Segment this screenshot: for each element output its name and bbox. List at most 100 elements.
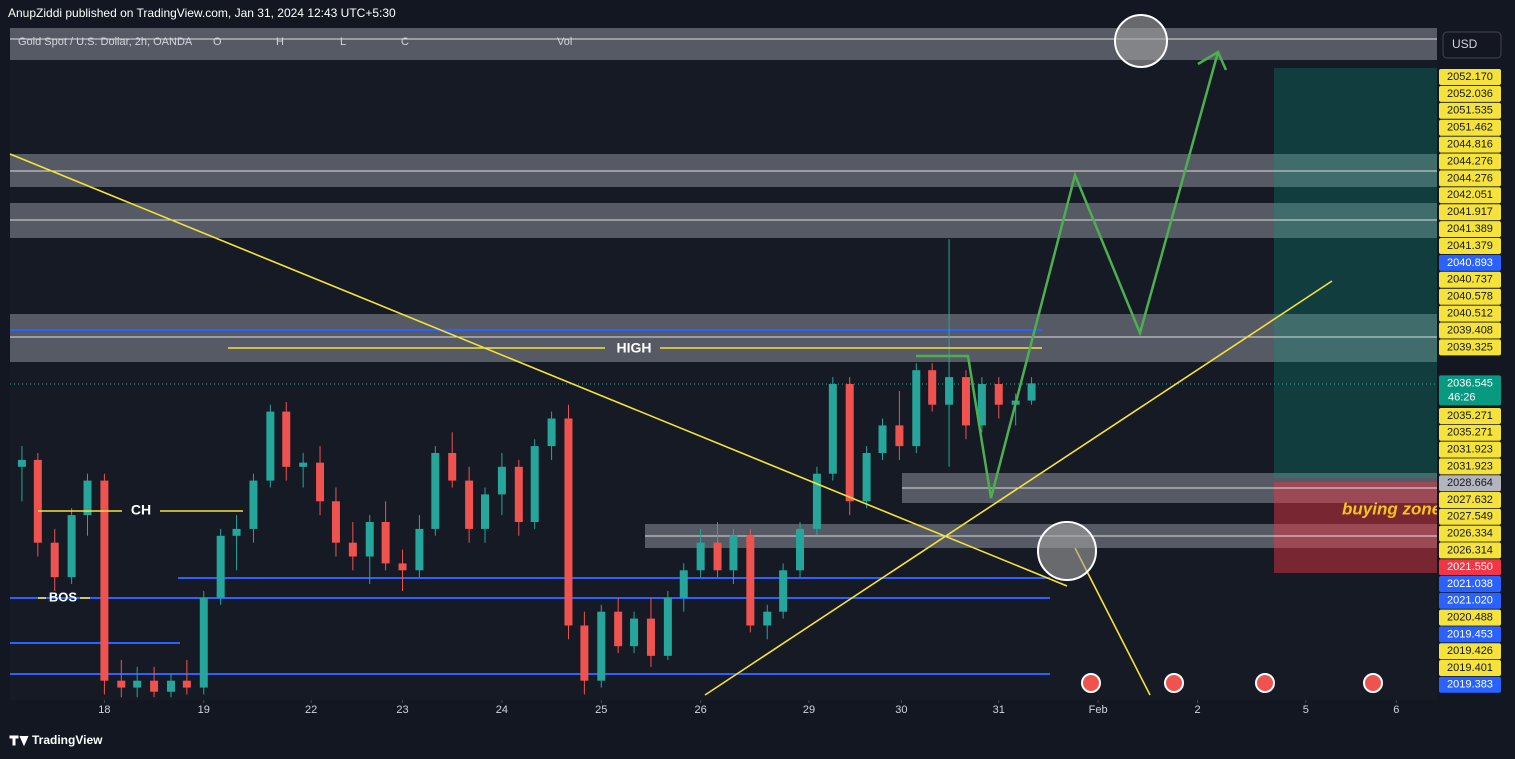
x-tick-label: 5 (1303, 704, 1309, 716)
candle-body (67, 515, 76, 578)
event-icons (1081, 673, 1383, 693)
x-tick-label: 26 (695, 704, 707, 716)
price-tag-label: 2039.325 (1447, 341, 1493, 353)
price-tag (1439, 525, 1501, 542)
event-flag (1363, 673, 1383, 693)
candle-body (465, 480, 474, 529)
price-tag (1439, 102, 1501, 119)
price-tag (1439, 643, 1501, 660)
candle-body (497, 466, 506, 495)
candle-body (199, 597, 208, 688)
price-tag-label: 2031.923 (1447, 460, 1493, 472)
current-price-tag (1439, 375, 1501, 406)
x-tick-label: 30 (895, 704, 907, 716)
candle-body (580, 625, 589, 681)
price-tag (1439, 475, 1501, 492)
price-tag-label: 2021.038 (1447, 578, 1493, 590)
price-tag (1439, 170, 1501, 187)
legend-field: O (213, 36, 222, 48)
target-zone (1274, 68, 1437, 478)
price-tag-label: 2040.512 (1447, 308, 1493, 320)
candle-body (232, 528, 241, 536)
price-tag (1439, 339, 1501, 356)
price-tag-label: 2051.535 (1447, 105, 1493, 117)
candle-body (994, 384, 1003, 405)
price-tag-label: 2031.923 (1447, 444, 1493, 456)
candle-body (448, 453, 457, 481)
price-tag-label: 2035.271 (1447, 410, 1493, 422)
candle-body (663, 597, 672, 656)
price-tag (1439, 288, 1501, 305)
price-tag-label: 2040.893 (1447, 257, 1493, 269)
price-tag (1439, 626, 1501, 643)
candle-body (614, 611, 623, 647)
price-tag-label: 2028.664 (1447, 477, 1493, 489)
price-tag (1439, 592, 1501, 609)
price-tag (1439, 408, 1501, 424)
currency-box (1442, 31, 1502, 59)
candle-body (249, 480, 258, 529)
candle-body (1027, 383, 1036, 401)
candle-body (316, 462, 325, 502)
candle-body (216, 535, 225, 598)
x-tick-label: 23 (396, 704, 408, 716)
price-tag (1439, 85, 1501, 102)
candle-body (928, 370, 937, 405)
price-tag-label: 2019.426 (1447, 645, 1493, 657)
price-tag-label: 2027.549 (1447, 511, 1493, 523)
candle-body (961, 377, 970, 426)
x-tick-label: 22 (305, 704, 317, 716)
price-tag-label: 2021.550 (1447, 561, 1493, 573)
arrow-head (1197, 50, 1228, 71)
price-tag (1439, 542, 1501, 559)
candle-body (564, 418, 573, 626)
price-tag (1439, 660, 1501, 676)
candle-body (415, 528, 424, 571)
candle-body (713, 542, 722, 571)
price-tag-label: 2041.917 (1447, 206, 1493, 218)
price-tag-label: 2044.276 (1447, 172, 1493, 184)
candle-body (266, 411, 275, 481)
candle-body (977, 384, 986, 426)
price-tag (1439, 119, 1501, 136)
price-tag (1439, 204, 1501, 221)
legend-field: L (340, 36, 346, 48)
candle-body (17, 459, 26, 467)
candle-body (547, 418, 556, 447)
candle-body (696, 542, 705, 571)
price-tag (1439, 676, 1501, 693)
event-flag (1255, 673, 1275, 693)
price-tag (1439, 305, 1501, 322)
price-tag (1439, 508, 1501, 525)
price-tag-label: 2019.383 (1447, 679, 1493, 691)
price-tag-label: 2044.276 (1447, 155, 1493, 167)
price-tag (1439, 458, 1501, 475)
price-tag-label: 2041.389 (1447, 223, 1493, 235)
x-tick-label: 24 (496, 704, 508, 716)
candle-body (729, 535, 738, 571)
candle-body (331, 501, 340, 543)
legend-field: H (276, 36, 284, 48)
price-tag (1439, 492, 1501, 508)
price-tag-label: 2026.334 (1447, 528, 1493, 540)
x-tick-label: 25 (595, 704, 607, 716)
price-tag (1439, 221, 1501, 238)
price-tag (1439, 424, 1501, 441)
candle-body (398, 563, 407, 571)
candle-body (679, 570, 688, 598)
candle-body (100, 480, 109, 681)
x-tick-label: 18 (98, 704, 110, 716)
legend-field: Vol (557, 36, 572, 48)
candle-body (117, 680, 126, 688)
price-tag (1439, 153, 1501, 170)
candle-body (796, 528, 805, 571)
price-tag-label: 2027.632 (1447, 494, 1493, 506)
candle-body (895, 425, 904, 447)
price-tag (1439, 187, 1501, 204)
highlight-circle (1114, 14, 1168, 68)
candle-body (912, 370, 921, 447)
candle-body (50, 542, 59, 578)
price-tag-label: 2019.401 (1447, 662, 1493, 674)
price-tag-label: 2040.737 (1447, 274, 1493, 286)
price-tag (1439, 441, 1501, 458)
